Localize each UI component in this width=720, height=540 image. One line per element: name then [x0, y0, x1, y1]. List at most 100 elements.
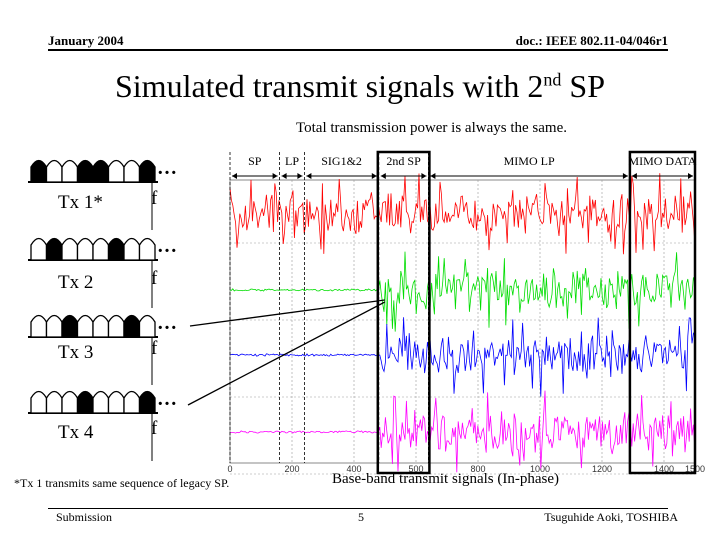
connector-line-top	[189, 299, 385, 327]
subcarrier-filled	[107, 237, 125, 261]
arrow-head-left	[306, 173, 312, 179]
subcarrier-filled	[61, 314, 79, 338]
subcarrier-filled	[138, 159, 156, 183]
connector-line-bottom	[187, 301, 386, 406]
segment-label: LP	[285, 154, 299, 168]
signal-trace-4	[229, 390, 696, 473]
tick-label: 500	[408, 464, 423, 474]
highlight-mimo-data	[628, 150, 697, 475]
tick-label: 1400	[654, 464, 674, 474]
tick-label: 0	[227, 464, 232, 474]
subcarrier-empty	[92, 237, 110, 261]
subcarrier-empty	[76, 237, 94, 261]
footnote: *Tx 1 transmits same sequence of legacy …	[14, 476, 230, 490]
subcarrier-filled	[138, 390, 156, 414]
subcarrier-empty	[61, 159, 79, 183]
segment-label: SP	[248, 154, 262, 168]
subcarrier-empty	[61, 237, 79, 261]
subcarrier-filled	[30, 159, 48, 183]
highlight-2nd-sp	[376, 150, 431, 475]
footer-left: Submission	[56, 510, 113, 524]
tx-label: Tx 2	[58, 272, 93, 293]
arrow-head-left	[232, 173, 237, 179]
freq-label: f	[151, 418, 158, 439]
arrow-head-left	[631, 173, 637, 179]
chart-caption: Base-band transmit signals (In-phase)	[332, 471, 560, 487]
segment-label: MIMO LP	[504, 154, 555, 168]
title-tail: SP	[561, 68, 605, 104]
title-sup: nd	[543, 69, 562, 90]
subcarrier-empty	[76, 314, 94, 338]
subcarrier-empty	[107, 314, 125, 338]
subcarrier-empty	[107, 159, 125, 183]
subcarrier-empty	[92, 314, 110, 338]
tick-label: 1000	[530, 464, 550, 474]
header-doc-id: doc.: IEEE 802.11-04/046r1	[515, 33, 668, 48]
arrow-head-right	[421, 173, 427, 179]
header-date: January 2004	[48, 33, 124, 48]
arrow-head-left	[380, 173, 386, 179]
subcarrier-empty	[138, 314, 156, 338]
subtitle: Total transmission power is always the s…	[296, 120, 567, 136]
subcarrier-filled	[92, 159, 110, 183]
signal-trace-2	[229, 251, 696, 332]
tx-row-1: … Tx 1* f	[28, 157, 177, 230]
highlight-boxes	[376, 150, 697, 475]
subcarrier-empty	[45, 159, 63, 183]
arrow-head-left	[281, 173, 287, 179]
title-main: Simulated transmit signals with 2	[114, 68, 544, 104]
freq-label: f	[151, 188, 158, 209]
subcarrier-empty	[30, 390, 48, 414]
footer-rule	[48, 508, 668, 509]
arrow-head-right	[371, 173, 377, 179]
tx-row-4: … Tx 4 f	[28, 388, 177, 461]
subcarrier-empty	[123, 237, 141, 261]
subcarrier-filled	[123, 314, 141, 338]
tx-label: Tx 1*	[58, 192, 103, 213]
subcarrier-empty	[123, 390, 141, 414]
connector-lines	[187, 299, 386, 406]
tick-label: 400	[346, 464, 361, 474]
tx-label: Tx 3	[58, 342, 93, 363]
segment-label: SIG1&2	[321, 154, 362, 168]
header-rule	[48, 49, 668, 51]
subcarrier-filled	[45, 237, 63, 261]
ellipsis: …	[157, 312, 177, 334]
subcarrier-filled	[76, 159, 94, 183]
tick-label: 200	[284, 464, 299, 474]
segment-label: 2nd SP	[386, 154, 421, 168]
arrow-head-right	[622, 173, 628, 179]
arrow-head-right	[297, 173, 303, 179]
ellipsis: …	[157, 235, 177, 257]
ellipsis: …	[157, 388, 177, 410]
arrow-head-right	[272, 173, 278, 179]
subcarrier-filled	[76, 390, 94, 414]
footer-page: 5	[358, 510, 364, 524]
footer-right: Tsuguhide Aoki, TOSHIBA	[544, 510, 678, 524]
arrow-head-right	[688, 173, 693, 179]
signal-trace-1	[229, 173, 696, 255]
tx-label: Tx 4	[58, 422, 94, 443]
segment-label: MIMO DATA	[628, 154, 696, 168]
subcarrier-empty	[123, 159, 141, 183]
subcarrier-empty	[45, 390, 63, 414]
subcarrier-empty	[30, 314, 48, 338]
signal-trace-3	[229, 317, 696, 397]
tick-label: 800	[470, 464, 485, 474]
freq-label: f	[151, 268, 158, 289]
subcarrier-empty	[45, 314, 63, 338]
tick-label: 1200	[592, 464, 612, 474]
chart-area: 0 200 400 500 800 1000 1200 1400 1500	[227, 173, 705, 475]
freq-label: f	[151, 338, 158, 359]
subcarrier-empty	[92, 390, 110, 414]
tx-row-3: … Tx 3 f	[28, 312, 177, 385]
subcarrier-empty	[30, 237, 48, 261]
arrow-head-left	[430, 173, 436, 179]
tx-row-2: … Tx 2 f	[28, 235, 177, 308]
subcarrier-empty	[61, 390, 79, 414]
slide-title: Simulated transmit signals with 2nd SP	[0, 68, 720, 105]
ellipsis: …	[157, 157, 177, 179]
subcarrier-empty	[138, 237, 156, 261]
subcarrier-empty	[107, 390, 125, 414]
